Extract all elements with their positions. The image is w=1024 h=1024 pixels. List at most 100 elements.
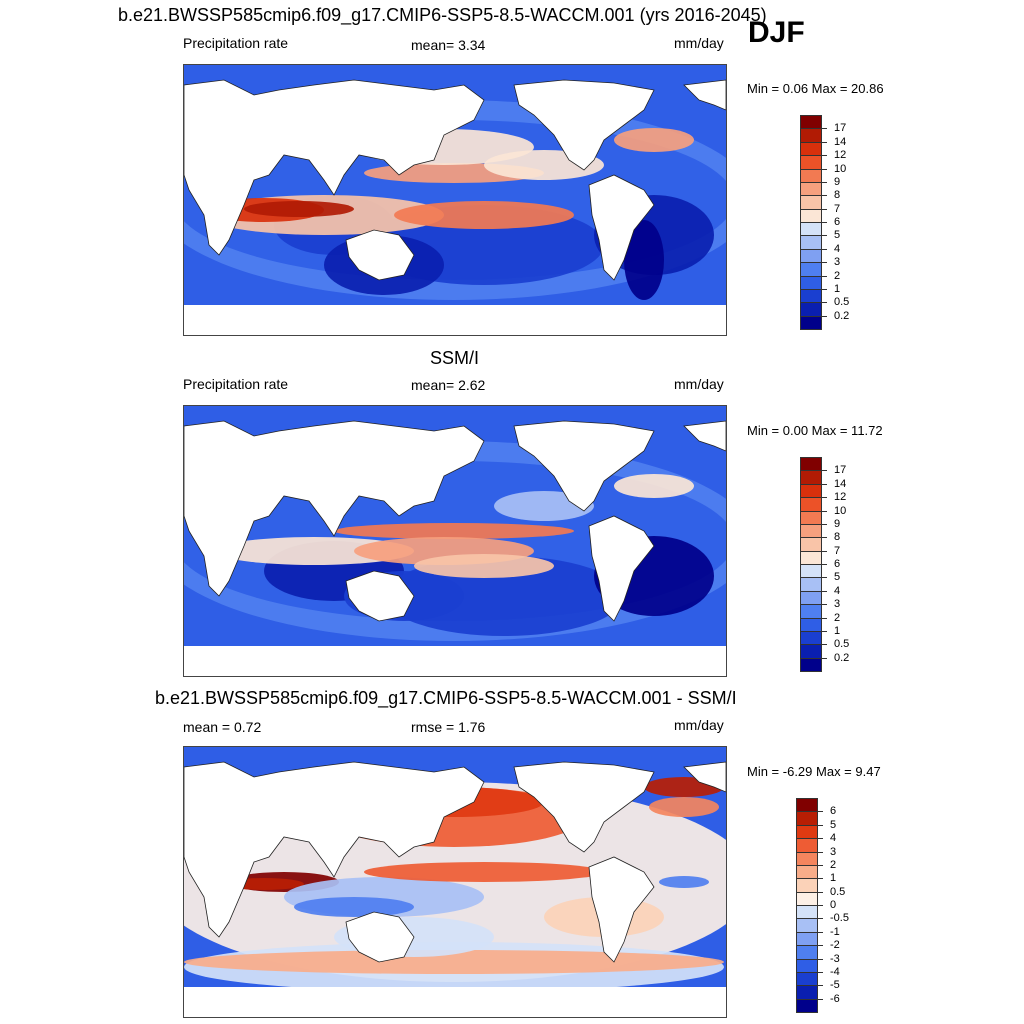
panel1-units: mm/day — [674, 35, 724, 51]
panel3-title: b.e21.BWSSP585cmip6.f09_g17.CMIP6-SSP5-8… — [155, 688, 737, 708]
land-outline — [184, 79, 485, 256]
colorbar-tick — [822, 288, 827, 290]
colorbar-label: 2 — [830, 858, 837, 871]
panel2-mean: mean= 2.62 — [411, 377, 486, 393]
colorbar-label: -1 — [830, 925, 840, 938]
colorbar-label: 2 — [834, 269, 841, 282]
colorbar-tick — [822, 497, 827, 499]
panel3-mean: mean = 0.72 — [183, 719, 262, 735]
colorbar-cell — [800, 564, 822, 579]
colorbar-label: 5 — [834, 571, 841, 584]
colorbar-tick — [818, 851, 823, 853]
colorbar-tick — [822, 577, 827, 579]
colorbar-cell — [800, 644, 822, 659]
colorbar-label: 10 — [834, 162, 847, 175]
colorbar-label: 6 — [830, 805, 837, 818]
colorbar-cell — [796, 918, 818, 933]
colorbar-tick — [818, 905, 823, 906]
panel3-rmse: rmse = 1.76 — [411, 719, 486, 735]
colorbar-cell — [796, 958, 818, 973]
colorbar-tick — [822, 302, 827, 304]
colorbar-label: 3 — [834, 598, 841, 611]
colorbar-tick — [822, 181, 827, 183]
colorbar-tick — [822, 262, 827, 264]
panel3-units: mm/day — [674, 717, 724, 733]
colorbar-label: 5 — [830, 818, 837, 831]
panel1-colorbar: 17 14 12 10 9 8 7 6 5 4 3 2 1 0.5 0.2 — [800, 115, 880, 330]
land-outline — [184, 420, 485, 597]
colorbar-label: 6 — [834, 558, 841, 570]
colorbar-tick — [822, 168, 827, 170]
colorbar-cell — [796, 864, 818, 880]
colorbar-tick — [822, 315, 827, 317]
antarctica-mask — [184, 987, 726, 1017]
panel2-map — [183, 405, 727, 677]
precip-contour — [649, 797, 719, 817]
colorbar-label: 3 — [834, 256, 841, 269]
colorbar-label: 8 — [834, 189, 841, 202]
colorbar-tick — [822, 155, 827, 157]
colorbar-cell — [800, 630, 822, 646]
colorbar-cell — [800, 457, 822, 472]
colorbar-label: -5 — [830, 979, 840, 992]
colorbar-cell — [800, 604, 822, 619]
colorbar-tick — [822, 208, 827, 210]
colorbar-label: 1 — [834, 624, 841, 637]
precip-contour — [624, 220, 664, 300]
colorbar-tick — [822, 222, 827, 223]
colorbar-cell — [796, 945, 818, 960]
colorbar-cell — [800, 537, 822, 552]
colorbar-tick — [822, 630, 827, 632]
colorbar-tick — [822, 141, 827, 143]
colorbar-cell — [800, 115, 822, 130]
antarctica-mask — [184, 646, 726, 676]
colorbar-cell — [800, 181, 822, 197]
colorbar-label: 6 — [834, 216, 841, 228]
land-outline — [588, 174, 655, 281]
colorbar-cell — [796, 824, 818, 840]
colorbar-label: 2 — [834, 611, 841, 624]
colorbar-tick — [822, 523, 827, 525]
colorbar-label: -4 — [830, 965, 840, 978]
colorbar-cell — [800, 248, 822, 264]
colorbar-label: -6 — [830, 992, 840, 1005]
colorbar-label: 0 — [830, 899, 837, 911]
colorbar-tick — [822, 617, 827, 619]
colorbar-label: 0.2 — [834, 309, 850, 322]
panel3-minmax: Min = -6.29 Max = 9.47 — [747, 764, 881, 779]
colorbar-cell — [800, 657, 822, 672]
colorbar-tick — [822, 275, 827, 277]
colorbar-cell — [796, 798, 818, 813]
panel2-units: mm/day — [674, 376, 724, 392]
colorbar-label: 9 — [834, 517, 841, 530]
colorbar-cell — [800, 497, 822, 512]
colorbar-cell — [796, 851, 818, 866]
colorbar-tick — [818, 971, 823, 973]
precip-contour — [384, 556, 624, 636]
colorbar-cell — [800, 168, 822, 183]
colorbar-cell — [800, 195, 822, 210]
panel1-mean: mean= 3.34 — [411, 37, 486, 53]
colorbar-cell — [800, 577, 822, 592]
colorbar-tick — [822, 604, 827, 606]
colorbar-label: 0.5 — [834, 638, 850, 651]
colorbar-label: -0.5 — [830, 912, 849, 925]
colorbar-cell — [800, 128, 822, 143]
precip-contour — [614, 474, 694, 498]
precip-contour — [659, 876, 709, 888]
colorbar-label: 0.5 — [834, 296, 850, 309]
colorbar-cell — [796, 891, 818, 906]
panel2-left-label: Precipitation rate — [183, 376, 289, 392]
colorbar-tick — [822, 564, 827, 565]
colorbar-label: 7 — [834, 202, 841, 215]
colorbar-cell — [800, 523, 822, 539]
colorbar-tick — [818, 918, 823, 920]
colorbar-label: 9 — [834, 175, 841, 188]
panel1-map — [183, 64, 727, 336]
colorbar-cell — [796, 811, 818, 826]
colorbar-cell — [796, 878, 818, 893]
land-outline — [513, 79, 655, 171]
precip-contour — [334, 523, 574, 539]
colorbar-cell — [800, 510, 822, 525]
colorbar-tick — [818, 945, 823, 947]
